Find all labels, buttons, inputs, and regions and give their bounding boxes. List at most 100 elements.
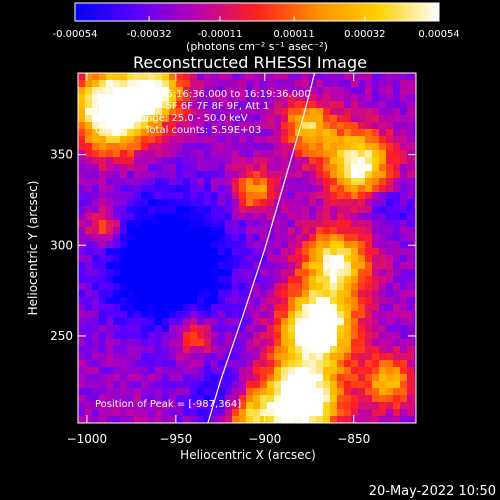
heatmap-cell bbox=[99, 241, 107, 249]
heatmap-cell bbox=[246, 325, 254, 333]
heatmap-cell bbox=[225, 262, 233, 270]
heatmap-cell bbox=[225, 171, 233, 179]
heatmap-cell bbox=[379, 178, 387, 186]
heatmap-cell bbox=[365, 129, 373, 137]
heatmap-cell bbox=[386, 318, 394, 326]
heatmap-cell bbox=[106, 409, 114, 417]
heatmap-cell bbox=[267, 213, 275, 221]
heatmap-cell bbox=[246, 311, 254, 319]
heatmap-cell bbox=[155, 213, 163, 221]
heatmap-cell bbox=[344, 227, 352, 235]
heatmap-cell bbox=[295, 360, 303, 368]
heatmap-cell bbox=[288, 129, 296, 137]
annotation-total-counts: Total counts: 5.59E+03 bbox=[144, 125, 261, 136]
heatmap-cell bbox=[288, 171, 296, 179]
heatmap-cell bbox=[197, 122, 205, 130]
heatmap-cell bbox=[372, 241, 380, 249]
heatmap-cell bbox=[127, 227, 135, 235]
heatmap-cell bbox=[365, 367, 373, 375]
heatmap-cell bbox=[316, 381, 324, 389]
heatmap-cell bbox=[232, 122, 240, 130]
heatmap-cell bbox=[239, 248, 247, 256]
heatmap-cell bbox=[197, 311, 205, 319]
heatmap-cell bbox=[120, 136, 128, 144]
heatmap-cell bbox=[162, 374, 170, 382]
heatmap-cell bbox=[183, 297, 191, 305]
heatmap-cell bbox=[162, 227, 170, 235]
heatmap-cell bbox=[218, 402, 226, 410]
heatmap-cell bbox=[99, 367, 107, 375]
heatmap-cell bbox=[113, 157, 121, 165]
heatmap-cell bbox=[92, 346, 100, 354]
heatmap-cell bbox=[183, 276, 191, 284]
heatmap-cell bbox=[120, 115, 128, 123]
heatmap-cell bbox=[281, 220, 289, 228]
heatmap-cell bbox=[323, 227, 331, 235]
heatmap-cell bbox=[99, 87, 107, 95]
heatmap-cell bbox=[323, 178, 331, 186]
heatmap-cell bbox=[379, 108, 387, 116]
heatmap-cell bbox=[106, 115, 114, 123]
heatmap-cell bbox=[246, 283, 254, 291]
heatmap-cell bbox=[344, 395, 352, 403]
heatmap-cell bbox=[393, 276, 401, 284]
heatmap-cell bbox=[302, 276, 310, 284]
heatmap-cell bbox=[316, 171, 324, 179]
heatmap-cell bbox=[386, 276, 394, 284]
heatmap-cell bbox=[246, 353, 254, 361]
heatmap-cell bbox=[190, 339, 198, 347]
heatmap-cell bbox=[393, 87, 401, 95]
heatmap-cell bbox=[183, 374, 191, 382]
heatmap-cell bbox=[141, 346, 149, 354]
heatmap-cell bbox=[232, 269, 240, 277]
heatmap-cell bbox=[204, 192, 212, 200]
heatmap-cell bbox=[141, 304, 149, 312]
heatmap-cell bbox=[309, 311, 317, 319]
heatmap-cell bbox=[190, 185, 198, 193]
heatmap-cell bbox=[99, 311, 107, 319]
heatmap-cell bbox=[309, 318, 317, 326]
heatmap-cell bbox=[148, 248, 156, 256]
heatmap-cell bbox=[316, 255, 324, 263]
heatmap-cell bbox=[176, 164, 184, 172]
heatmap-cell bbox=[239, 164, 247, 172]
heatmap-cell bbox=[113, 311, 121, 319]
heatmap-cell bbox=[113, 374, 121, 382]
heatmap-cell bbox=[120, 381, 128, 389]
heatmap-cell bbox=[113, 367, 121, 375]
heatmap-cell bbox=[316, 304, 324, 312]
heatmap-cell bbox=[134, 150, 142, 158]
heatmap-cell bbox=[99, 206, 107, 214]
heatmap-cell bbox=[197, 157, 205, 165]
heatmap-cell bbox=[288, 311, 296, 319]
heatmap-cell bbox=[316, 136, 324, 144]
heatmap-cell bbox=[379, 374, 387, 382]
heatmap-cell bbox=[141, 129, 149, 137]
heatmap-cell bbox=[169, 101, 177, 109]
heatmap-cell bbox=[260, 136, 268, 144]
heatmap-cell bbox=[169, 171, 177, 179]
heatmap-cell bbox=[204, 304, 212, 312]
heatmap-cell bbox=[351, 304, 359, 312]
heatmap-cell bbox=[106, 346, 114, 354]
heatmap-cell bbox=[155, 339, 163, 347]
heatmap-cell bbox=[323, 262, 331, 270]
heatmap-cell bbox=[337, 136, 345, 144]
heatmap-cell bbox=[176, 395, 184, 403]
heatmap-cell bbox=[323, 332, 331, 340]
heatmap-cell bbox=[218, 206, 226, 214]
heatmap-cell bbox=[239, 255, 247, 263]
heatmap-cell bbox=[295, 248, 303, 256]
heatmap-cell bbox=[246, 248, 254, 256]
heatmap-cell bbox=[183, 136, 191, 144]
heatmap-cell bbox=[407, 129, 415, 137]
heatmap-cell bbox=[302, 234, 310, 242]
heatmap-cell bbox=[239, 318, 247, 326]
heatmap-cell bbox=[365, 171, 373, 179]
heatmap-cell bbox=[323, 241, 331, 249]
heatmap-cell bbox=[162, 388, 170, 396]
heatmap-cell bbox=[218, 262, 226, 270]
heatmap-cell bbox=[323, 73, 331, 81]
heatmap-cell bbox=[288, 374, 296, 382]
heatmap-cell bbox=[78, 262, 86, 270]
